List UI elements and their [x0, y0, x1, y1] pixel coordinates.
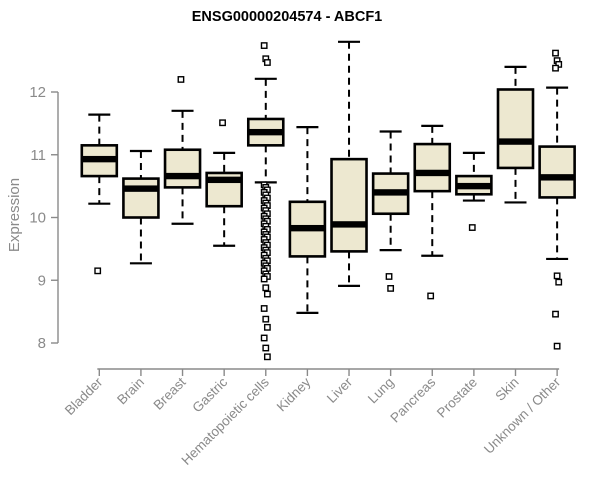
- outlier-point: [553, 272, 561, 280]
- x-tick-label-liver: Liver: [324, 374, 356, 406]
- median-line: [331, 221, 367, 228]
- x-tick-label-kidney: Kidney: [274, 374, 314, 414]
- outlier-point: [260, 334, 268, 342]
- boxplot-pancreas: [413, 124, 452, 300]
- boxplot-lung: [371, 130, 410, 292]
- median-line: [81, 155, 117, 163]
- boxplot-skin: [496, 65, 535, 204]
- median-line: [206, 176, 242, 184]
- boxplot-gastric: [205, 119, 243, 247]
- boxplot-liver: [330, 40, 368, 287]
- outlier-point: [552, 49, 559, 57]
- outlier-point: [553, 342, 561, 350]
- outlier-point: [262, 284, 270, 292]
- y-tick-label: 11: [30, 147, 46, 164]
- outlier-point: [468, 224, 476, 231]
- outlier-point: [387, 285, 395, 292]
- median-line: [414, 169, 450, 177]
- chart-title: ENSG00000204574 - ABCF1: [191, 9, 383, 25]
- iqr-box: [122, 177, 160, 219]
- outlier-point: [552, 310, 559, 318]
- y-tick-label: 10: [29, 210, 46, 227]
- outlier-point: [177, 76, 185, 83]
- median-line: [539, 174, 575, 181]
- outlier-point: [263, 290, 271, 298]
- x-tick-label-brain: Brain: [114, 375, 147, 408]
- outlier-point: [260, 42, 268, 49]
- outlier-point: [552, 64, 559, 72]
- y-tick-label: 8: [38, 335, 46, 352]
- iqr-box: [163, 148, 202, 189]
- boxplot-bladder: [80, 113, 119, 275]
- outlier-point: [263, 323, 271, 331]
- y-axis: 8 9 10 11 12: [29, 84, 59, 352]
- outlier-point: [263, 353, 271, 361]
- x-tick-label-unknown-other: Unknown / Other: [481, 374, 564, 457]
- x-tick-label-skin: Skin: [492, 375, 521, 404]
- median-line: [123, 185, 159, 192]
- boxplot-prostate: [455, 151, 493, 231]
- iqr-box: [496, 88, 535, 170]
- boxplot-brain: [122, 149, 160, 265]
- outlier-point: [555, 278, 563, 286]
- x-tick-label-breast: Breast: [150, 374, 188, 412]
- median-line: [248, 128, 284, 136]
- iqr-box: [413, 142, 452, 193]
- outlier-point: [427, 292, 435, 300]
- outlier-point: [260, 305, 268, 312]
- outlier-point: [262, 344, 270, 352]
- median-line: [498, 138, 533, 145]
- y-tick-label: 9: [38, 272, 46, 289]
- boxplot-kidney: [288, 126, 327, 314]
- y-axis-label: Expression: [6, 177, 23, 253]
- median-line: [289, 224, 325, 232]
- median-line: [373, 189, 409, 196]
- median-line: [165, 172, 201, 180]
- outlier-point: [263, 59, 271, 66]
- boxplot-unknown-other: [538, 49, 576, 350]
- median-line: [456, 182, 492, 190]
- outlier-point: [262, 315, 270, 323]
- boxplot-breast: [163, 76, 202, 225]
- y-tick-label: 12: [29, 84, 46, 101]
- x-tick-label-bladder: Bladder: [62, 374, 106, 418]
- iqr-box: [330, 157, 368, 253]
- outlier-point: [94, 267, 102, 275]
- outlier-point: [219, 119, 226, 127]
- x-tick-label-gastric: Gastric: [189, 374, 230, 415]
- outlier-point: [260, 275, 268, 283]
- iqr-box: [538, 145, 576, 199]
- x-tick-label-pancreas: Pancreas: [387, 374, 438, 425]
- x-tick-label-lung: Lung: [365, 375, 397, 407]
- outlier-point: [385, 273, 393, 280]
- boxplot-hematopoietic-cells: [246, 42, 285, 361]
- x-tick-label-prostate: Prostate: [434, 375, 480, 421]
